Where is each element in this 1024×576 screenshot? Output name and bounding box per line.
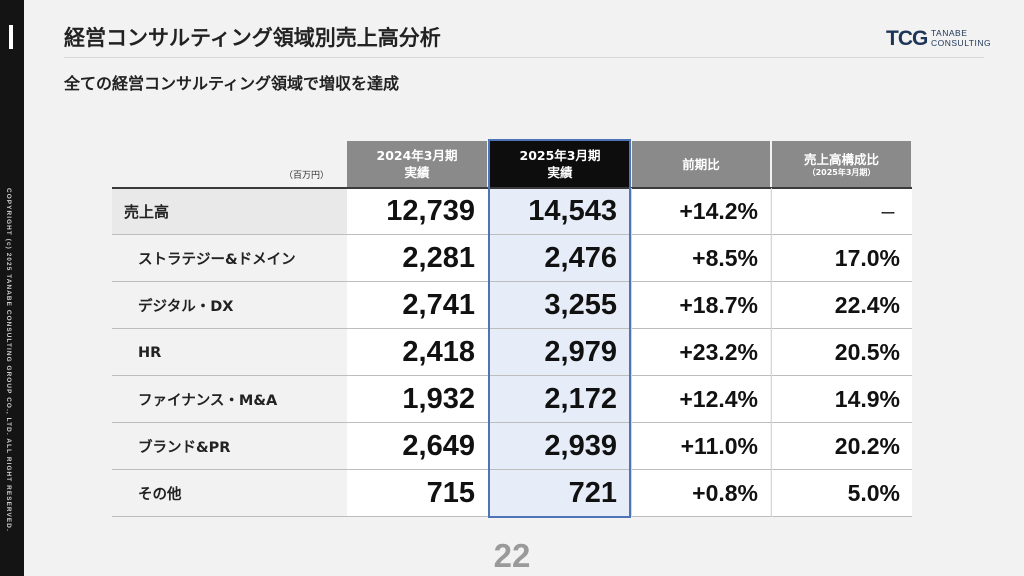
- side-bar: [0, 0, 24, 576]
- cell-fy2025: 14,543: [528, 195, 617, 227]
- column-header-line-1: 売上高構成比: [803, 151, 879, 167]
- cell-fy2024: 2,418: [402, 336, 475, 368]
- cell-share: 22.4%: [834, 292, 900, 318]
- column-header-line-2: 実績: [547, 165, 573, 180]
- cell-fy2024: 715: [426, 477, 475, 509]
- cell-fy2024: 2,741: [402, 289, 475, 321]
- column-header: 2024年3月期 実績: [347, 141, 487, 187]
- column-header-line-1: 前期比: [682, 156, 720, 172]
- cell-fy2025: 3,255: [544, 289, 617, 321]
- table-top-rule: [112, 187, 912, 189]
- row-label: その他: [138, 487, 182, 503]
- cell-fy2025: 2,939: [544, 430, 617, 462]
- page-number: 22: [493, 537, 531, 574]
- page-subtitle: 全ての経営コンサルティング領域で増収を達成: [64, 74, 400, 93]
- row-divider: [112, 375, 912, 376]
- row-label: 売上高: [124, 203, 170, 221]
- cell-yoy: +14.2%: [679, 198, 758, 224]
- row-label: デジタル・DX: [138, 299, 234, 315]
- cell-share: 17.0%: [834, 245, 900, 271]
- cell-share: 5.0%: [847, 480, 900, 506]
- logo-text-line-2: CONSULTING: [931, 37, 992, 48]
- page-title: 経営コンサルティング領域別売上高分析: [64, 26, 441, 50]
- row-divider: [112, 281, 912, 282]
- row-label: ストラテジー&ドメイン: [138, 252, 296, 268]
- cell-yoy: +12.4%: [679, 386, 758, 412]
- row-divider: [112, 516, 912, 517]
- total-row-label-bg: [112, 188, 347, 235]
- column-header-line-2: （2025年3月期）: [807, 167, 876, 177]
- row-divider: [112, 328, 912, 329]
- cell-fy2024: 12,739: [386, 195, 475, 227]
- row-label: ブランド&PR: [138, 440, 231, 456]
- column-header: 売上高構成比 （2025年3月期）: [772, 141, 911, 187]
- logo-wordmark: TANABE CONSULTING: [931, 28, 992, 48]
- cell-yoy: +0.8%: [692, 480, 758, 506]
- cell-share: 14.9%: [834, 386, 900, 412]
- row-divider: [112, 234, 912, 235]
- row-divider: [112, 469, 912, 470]
- cell-yoy: +18.7%: [679, 292, 758, 318]
- column-divider: [631, 188, 632, 517]
- column-divider: [771, 188, 772, 517]
- column-header-line-1: 2025年3月期: [519, 148, 601, 163]
- row-divider: [112, 422, 912, 423]
- cell-share: 20.5%: [834, 339, 900, 365]
- side-accent-mark: [9, 25, 13, 49]
- unit-label: （百万円）: [284, 171, 330, 181]
- cell-yoy: +8.5%: [692, 245, 758, 271]
- company-logo: TCG TANABE CONSULTING: [886, 26, 991, 52]
- column-header: 2025年3月期 実績: [490, 141, 630, 187]
- value-column-bg: [771, 188, 912, 517]
- copyright-notice: COPYRIGHT (c) 2025 TANABE CONSULTING GRO…: [5, 188, 12, 532]
- title-divider: [64, 57, 984, 58]
- cell-share: 20.2%: [834, 433, 900, 459]
- logo-mark: TCG: [886, 27, 928, 50]
- cell-fy2024: 1,932: [402, 383, 475, 415]
- cell-yoy: +11.0%: [680, 433, 758, 459]
- highlight-column-bg: [489, 188, 631, 517]
- value-column-bg: [631, 188, 770, 517]
- cell-fy2025: 2,476: [544, 242, 617, 274]
- cell-fy2025: 721: [568, 477, 617, 509]
- cell-fy2024: 2,649: [402, 430, 475, 462]
- row-label: ファイナンス・M&A: [138, 393, 278, 409]
- cell-fy2024: 2,281: [402, 242, 475, 274]
- column-header-line-2: 実績: [404, 165, 430, 180]
- cell-share: ー: [879, 205, 896, 223]
- cell-yoy: +23.2%: [679, 339, 758, 365]
- cell-fy2025: 2,172: [544, 383, 617, 415]
- row-label: HR: [138, 344, 162, 361]
- logo-text-line-1: TANABE: [931, 28, 968, 38]
- column-header-line-1: 2024年3月期: [376, 148, 458, 163]
- column-header: 前期比: [632, 141, 770, 187]
- cell-fy2025: 2,979: [544, 336, 617, 368]
- value-column-bg: [347, 188, 489, 517]
